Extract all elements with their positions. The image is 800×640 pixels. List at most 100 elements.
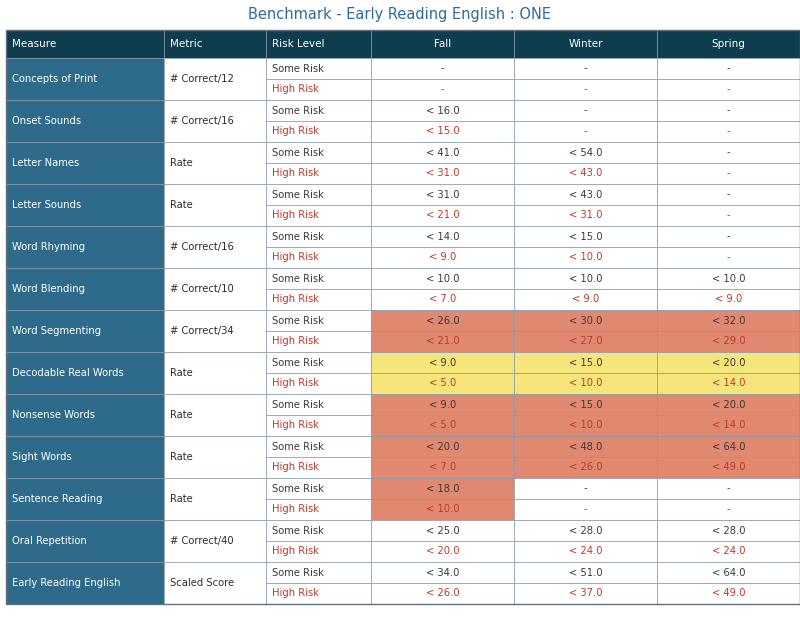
Bar (266, 163, 371, 184)
Bar (371, 163, 514, 184)
Bar (514, 415, 657, 436)
Bar (164, 352, 266, 394)
Text: < 54.0: < 54.0 (569, 147, 602, 157)
Text: < 20.0: < 20.0 (712, 358, 746, 367)
Text: < 15.0: < 15.0 (569, 358, 602, 367)
Bar (371, 205, 514, 226)
Bar (657, 394, 800, 415)
Text: < 34.0: < 34.0 (426, 568, 459, 577)
Bar (266, 310, 371, 331)
Text: Nonsense Words: Nonsense Words (12, 410, 95, 420)
Text: < 10.0: < 10.0 (569, 273, 602, 284)
Bar (371, 247, 514, 268)
Text: -: - (584, 504, 587, 515)
Bar (266, 541, 371, 562)
Text: < 48.0: < 48.0 (569, 442, 602, 451)
Bar (266, 268, 371, 289)
Text: < 14.0: < 14.0 (712, 420, 746, 431)
Text: Some Risk: Some Risk (272, 316, 324, 326)
Text: < 24.0: < 24.0 (712, 547, 746, 557)
Text: -: - (584, 84, 587, 95)
Bar (657, 30, 800, 58)
Bar (657, 121, 800, 142)
Bar (266, 352, 371, 373)
Bar (164, 30, 266, 58)
Bar (371, 142, 514, 163)
Text: Letter Names: Letter Names (12, 158, 79, 168)
Text: Sentence Reading: Sentence Reading (12, 494, 102, 504)
Bar (266, 58, 371, 79)
Text: -: - (726, 483, 730, 493)
Text: < 14.0: < 14.0 (712, 378, 746, 388)
Bar (6, 184, 164, 226)
Bar (6, 100, 164, 142)
Bar (371, 268, 514, 289)
Text: < 5.0: < 5.0 (429, 378, 456, 388)
Bar (657, 541, 800, 562)
Bar (6, 30, 164, 58)
Text: < 18.0: < 18.0 (426, 483, 459, 493)
Bar (371, 478, 514, 499)
Text: < 10.0: < 10.0 (569, 420, 602, 431)
Text: -: - (441, 84, 444, 95)
Bar (657, 583, 800, 604)
Text: # Correct/16: # Correct/16 (170, 242, 234, 252)
Bar (371, 520, 514, 541)
Bar (657, 310, 800, 331)
Bar (514, 541, 657, 562)
Text: < 30.0: < 30.0 (569, 316, 602, 326)
Text: < 64.0: < 64.0 (712, 442, 746, 451)
Text: Rate: Rate (170, 200, 193, 210)
Text: Some Risk: Some Risk (272, 232, 324, 241)
Bar (371, 331, 514, 352)
Bar (6, 268, 164, 310)
Bar (371, 30, 514, 58)
Text: Word Blending: Word Blending (12, 284, 85, 294)
Text: High Risk: High Risk (272, 168, 319, 179)
Bar (6, 30, 800, 604)
Text: Winter: Winter (568, 39, 602, 49)
Bar (514, 583, 657, 604)
Bar (514, 310, 657, 331)
Bar (6, 58, 164, 100)
Bar (266, 30, 371, 58)
Text: Fall: Fall (434, 39, 451, 49)
Text: Some Risk: Some Risk (272, 147, 324, 157)
Bar (514, 121, 657, 142)
Bar (514, 394, 657, 415)
Bar (657, 184, 800, 205)
Text: Letter Sounds: Letter Sounds (12, 200, 82, 210)
Text: Concepts of Print: Concepts of Print (12, 74, 98, 84)
Bar (514, 58, 657, 79)
Text: < 5.0: < 5.0 (429, 420, 456, 431)
Text: < 21.0: < 21.0 (426, 211, 459, 221)
Bar (6, 352, 164, 394)
Text: Spring: Spring (711, 39, 746, 49)
Text: < 25.0: < 25.0 (426, 525, 459, 536)
Text: Rate: Rate (170, 410, 193, 420)
Bar (657, 478, 800, 499)
Text: High Risk: High Risk (272, 84, 319, 95)
Text: Sight Words: Sight Words (12, 452, 72, 462)
Bar (266, 520, 371, 541)
Text: < 15.0: < 15.0 (569, 232, 602, 241)
Bar (266, 205, 371, 226)
Text: Some Risk: Some Risk (272, 189, 324, 200)
Bar (514, 205, 657, 226)
Bar (371, 541, 514, 562)
Text: < 31.0: < 31.0 (569, 211, 602, 221)
Bar (371, 583, 514, 604)
Text: Some Risk: Some Risk (272, 106, 324, 115)
Text: -: - (726, 127, 730, 136)
Text: < 28.0: < 28.0 (712, 525, 746, 536)
Bar (266, 457, 371, 478)
Bar (514, 562, 657, 583)
Text: Measure: Measure (12, 39, 56, 49)
Text: < 64.0: < 64.0 (712, 568, 746, 577)
Text: < 29.0: < 29.0 (712, 337, 746, 346)
Text: High Risk: High Risk (272, 337, 319, 346)
Text: Word Segmenting: Word Segmenting (12, 326, 101, 336)
Text: < 14.0: < 14.0 (426, 232, 459, 241)
Bar (6, 478, 164, 520)
Bar (514, 226, 657, 247)
